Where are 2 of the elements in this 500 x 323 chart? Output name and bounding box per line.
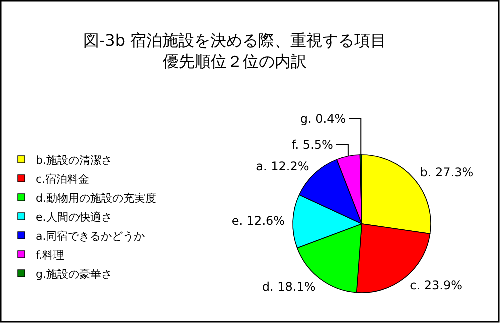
subtitle: 優先順位２位の内訳: [163, 52, 307, 71]
title: 図-3b 宿泊施設を決める際、重視する項目: [83, 31, 387, 50]
